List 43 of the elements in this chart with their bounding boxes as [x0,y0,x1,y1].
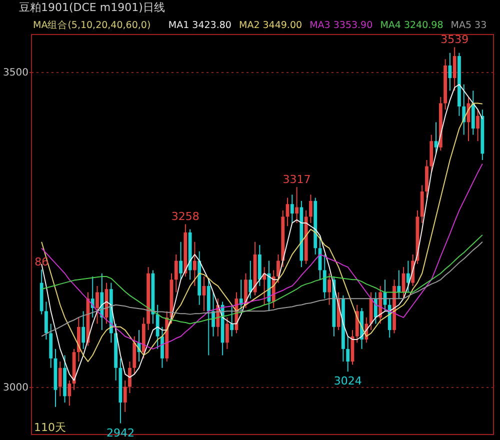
text: MA1 3423.80 [168,20,232,31]
text: MA4 3240.98 [380,20,444,31]
candlestick [476,109,480,142]
candlestick [128,361,132,394]
candlestick [322,254,326,300]
annotation: 110天 [34,421,66,434]
candlestick [174,254,178,293]
y-tick-label: 3000 [3,382,28,394]
annotation: 3024 [334,374,362,388]
candlestick [160,326,164,368]
text: MA3 3353.90 [310,20,373,31]
text: MA2 3449.00 [239,20,302,31]
candlestick [96,285,99,324]
candlestick [309,194,312,224]
candlestick [239,279,243,312]
annotation: 3317 [282,173,311,186]
candlestick [82,310,86,350]
candlestick [193,241,196,286]
candlestick [397,270,401,300]
candlestick [156,304,160,350]
candlestick [58,361,62,397]
annotation: 3258 [171,210,200,224]
candlestick [452,46,456,92]
candlestick [448,52,452,92]
candlestick [230,304,234,337]
candlestick [225,316,229,350]
legend-title: MA组合(5,10,20,40,60,0) [33,19,151,31]
candlestick [248,260,252,300]
candlestick [44,301,48,340]
candlestick [276,254,280,284]
candlestick [290,194,294,224]
candlestick [328,272,331,306]
chart-title: 豆粕1901(DCE m1901)日线 [19,1,165,14]
candlestick [123,380,127,412]
annotation: 3539 [440,33,469,46]
candlestick [346,336,350,372]
candlestick [212,292,215,337]
candlestick [406,260,410,293]
candlestick [179,241,182,280]
text: MA5 33 [450,20,487,31]
candlestick [295,186,299,224]
y-tick-label: 3500 [3,67,28,78]
candlestick [68,380,72,406]
